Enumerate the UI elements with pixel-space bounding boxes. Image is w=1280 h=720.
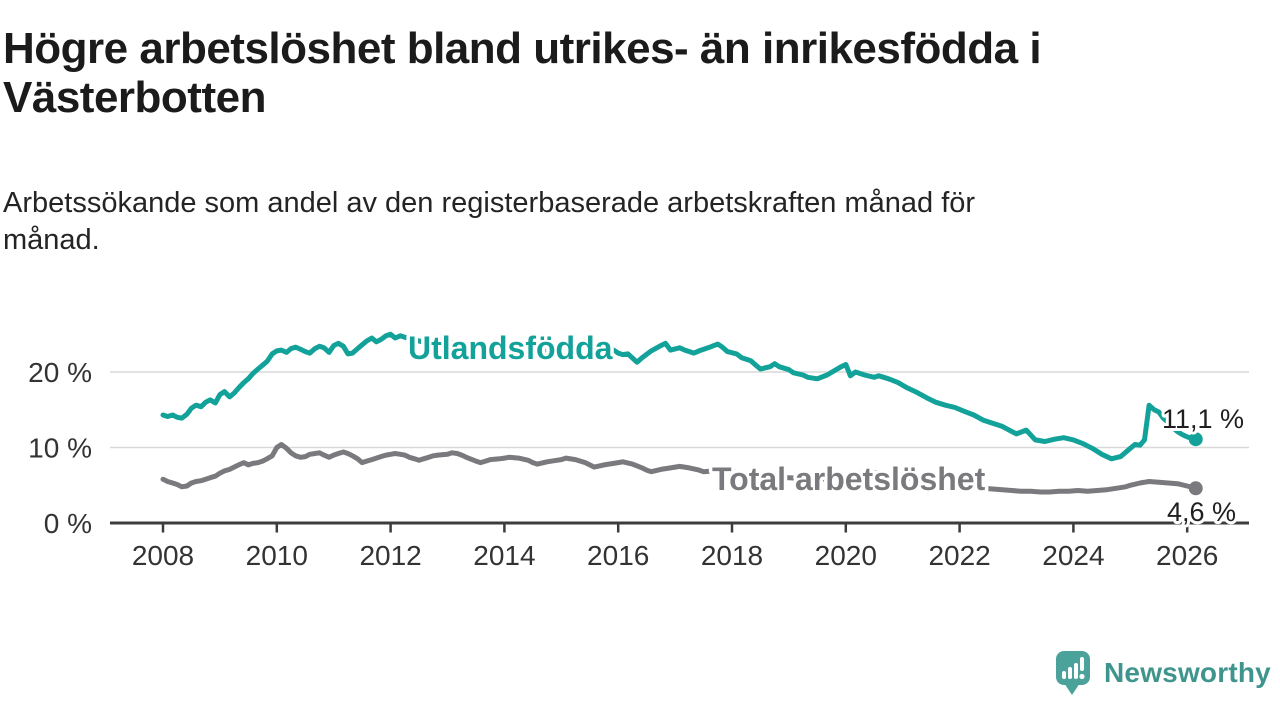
- series-label-utlandsfodda: Utlandsfödda: [408, 330, 613, 366]
- y-axis-labels: 20 % 10 % 0 %: [28, 357, 92, 539]
- y-tick-label: 0 %: [44, 508, 92, 539]
- logo-bar-3: [1074, 663, 1078, 679]
- newsworthy-logo-icon: [1056, 651, 1090, 695]
- x-tick-label: 2012: [359, 540, 421, 571]
- x-tick-label: 2008: [132, 540, 194, 571]
- x-tick-label: 2020: [815, 540, 877, 571]
- page-title-line1: Högre arbetslöshet bland utrikes- än inr…: [3, 24, 1042, 73]
- series-line-total: [160, 442, 1199, 495]
- x-tick-label: 2026: [1156, 540, 1218, 571]
- x-tick-label: 2010: [246, 540, 308, 571]
- x-tick-label: 2018: [701, 540, 763, 571]
- logo-bubble-shape: [1056, 651, 1090, 685]
- end-value-label-utlandsfodda: 11,1 %: [1162, 404, 1244, 434]
- series-end-dot-utlandsfodda: [1188, 432, 1203, 447]
- x-tick-label: 2024: [1042, 540, 1104, 571]
- chart-subtitle-line1: Arbetssökande som andel av den registerb…: [3, 187, 976, 219]
- series-lines: [160, 331, 1203, 496]
- newsworthy-branding: Newsworthy: [1055, 650, 1271, 696]
- y-tick-label: 10 %: [28, 433, 92, 464]
- x-tick-label: 2014: [473, 540, 535, 571]
- series-end-dot-total: [1188, 481, 1203, 496]
- end-value-label-total: 4,6 %: [1167, 497, 1236, 527]
- page-title-line2: Västerbotten: [3, 73, 266, 122]
- gridlines: [110, 371, 1249, 449]
- chart-subtitle: Arbetssökande som andel av den registerb…: [3, 185, 1223, 259]
- x-tick-label: 2016: [587, 540, 649, 571]
- newsworthy-logo-text: Newsworthy: [1104, 657, 1271, 688]
- page-title: Högre arbetslöshet bland utrikes- än inr…: [3, 24, 1223, 122]
- chart-subtitle-line2: månad.: [3, 224, 100, 256]
- series-label-total-arbetsloshet: Total arbetslöshet: [712, 461, 986, 497]
- x-tick-label: 2022: [928, 540, 990, 571]
- logo-exclamation-bar: [1080, 657, 1084, 671]
- series-line-utlandsfodda: [160, 331, 1199, 462]
- logo-bar-2: [1068, 667, 1072, 679]
- x-axis: 2008 2010 2012 2014 2016 2018 2020 2022 2024 2026: [110, 521, 1249, 571]
- logo-bar-1: [1062, 671, 1066, 679]
- y-tick-label: 20 %: [28, 357, 92, 388]
- logo-exclamation-dot: [1079, 673, 1085, 680]
- logo-bubble-tail: [1064, 683, 1080, 695]
